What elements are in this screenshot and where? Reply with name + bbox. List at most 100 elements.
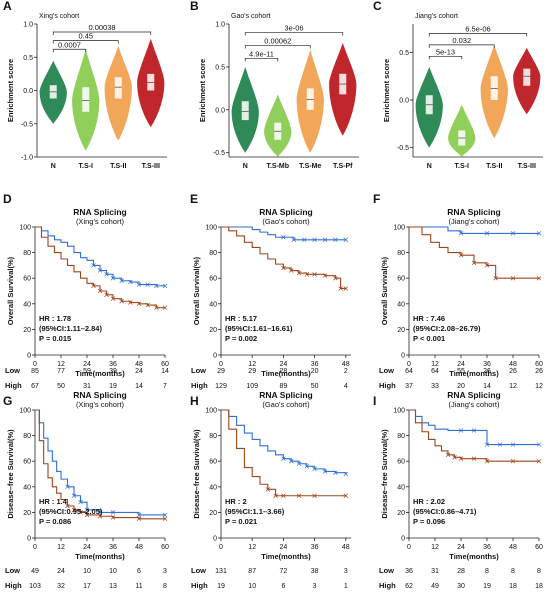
risk-row-label: High xyxy=(379,581,396,590)
x-tick-label: 12 xyxy=(248,544,256,551)
x-tick-label: 24 xyxy=(83,544,91,551)
censor-mark xyxy=(510,275,516,281)
y-tick-label: 40 xyxy=(397,484,405,491)
y-tick-label: 20 xyxy=(23,510,31,517)
y-tick-label: 80 xyxy=(209,433,217,440)
risk-count: 13 xyxy=(109,583,117,590)
y-tick-label: 1.0 xyxy=(23,22,33,29)
y-tick-label: 80 xyxy=(209,250,217,257)
risk-count: 1 xyxy=(344,583,348,590)
risk-count: 30 xyxy=(457,583,465,590)
censor-mark xyxy=(119,298,124,304)
risk-count: 85 xyxy=(31,368,39,375)
censor-mark xyxy=(110,296,116,301)
category-label: T.S-II xyxy=(486,163,502,170)
censor-mark xyxy=(281,234,286,240)
y-tick-label: 0.5 xyxy=(23,55,33,62)
risk-count: 17 xyxy=(83,583,91,590)
y-axis-label: Disease–free Survival(%) xyxy=(6,429,15,519)
km-curve-high xyxy=(221,226,346,289)
x-tick-label: 0 xyxy=(33,361,37,368)
x-tick-label: 12 xyxy=(248,361,256,368)
confidence-interval: (95%CI:2.08–26.79) xyxy=(413,324,481,333)
km-curve-high xyxy=(35,226,165,309)
censor-mark xyxy=(304,272,310,277)
panel-E: E RNA Splicing(Gao's cohort) 0 20 40 60 80 100 0… xyxy=(190,192,351,390)
censor-mark xyxy=(471,428,477,433)
risk-count: 64 xyxy=(405,368,413,375)
comparison-bracket xyxy=(244,32,344,36)
censor-mark xyxy=(312,466,317,472)
chart-subtitle: (Xing's cohort) xyxy=(76,217,125,226)
y-tick-label: 80 xyxy=(397,250,405,257)
censor-mark xyxy=(154,283,159,289)
risk-count: 19 xyxy=(217,583,225,590)
panel-letter: A xyxy=(3,0,12,13)
box-T.S-II xyxy=(490,76,498,100)
risk-count: 14 xyxy=(483,383,491,390)
risk-count: 64 xyxy=(431,368,439,375)
hazard-ratio: HR : 5.17 xyxy=(225,314,257,323)
risk-count: 36 xyxy=(405,568,413,575)
censor-mark xyxy=(510,442,516,447)
y-tick-label: 0 xyxy=(27,536,31,543)
x-tick-label: 24 xyxy=(457,544,465,551)
panel-B: B Gao's cohort -0.5 0.0 0.5 1.0 Enrichment sco… xyxy=(190,0,359,170)
risk-count: 37 xyxy=(405,383,413,390)
confidence-interval: (95%CI:1.61–16.61) xyxy=(225,324,293,333)
y-tick-label: 60 xyxy=(23,276,31,283)
risk-count: 49 xyxy=(31,568,39,575)
hazard-ratio: HR : 2.02 xyxy=(413,497,445,506)
x-tick-label: 60 xyxy=(535,361,543,368)
y-tick-label: 0 xyxy=(27,353,31,360)
censor-mark xyxy=(84,512,90,518)
censor-mark xyxy=(322,273,328,278)
risk-count: 89 xyxy=(280,383,288,390)
y-axis-label: Disease–free Survival(%) xyxy=(380,429,389,519)
risk-count: 8 xyxy=(537,568,541,575)
risk-count: 8 xyxy=(485,568,489,575)
censor-mark xyxy=(536,458,542,464)
censor-mark xyxy=(484,442,490,447)
y-tick-label: 0 xyxy=(213,536,217,543)
y-tick-label: 0.0 xyxy=(215,107,225,114)
panel-letter: B xyxy=(190,0,199,13)
y-tick-label: 0 xyxy=(401,353,405,360)
x-tick-label: 48 xyxy=(135,361,143,368)
x-tick-label: 12 xyxy=(57,361,65,368)
chart-title: RNA Splicing xyxy=(73,207,127,217)
p-value-label: 4.9e-11 xyxy=(249,49,274,58)
y-tick-label: 0.5 xyxy=(399,50,409,57)
confidence-interval: (95%CI:1.11–2.84) xyxy=(39,324,102,333)
x-axis-label: Time(months) xyxy=(449,369,499,378)
censor-mark xyxy=(91,283,96,289)
risk-count: 28 xyxy=(457,568,465,575)
risk-count: 11 xyxy=(135,583,142,590)
y-tick-label: 100 xyxy=(205,225,217,232)
risk-count: 50 xyxy=(57,383,65,390)
x-tick-label: 36 xyxy=(311,361,319,368)
censor-mark xyxy=(145,282,150,287)
chart-subtitle: (Jiang's cohort) xyxy=(448,400,500,409)
risk-count: 129 xyxy=(215,383,227,390)
y-tick-label: 20 xyxy=(23,327,31,334)
censor-mark xyxy=(458,231,464,236)
risk-count: 8 xyxy=(511,568,515,575)
panel-letter: F xyxy=(373,192,380,206)
censor-mark xyxy=(471,260,477,266)
panel-letter: C xyxy=(373,0,382,13)
chart-title: RNA Splicing xyxy=(259,390,313,400)
censor-mark xyxy=(458,428,464,433)
risk-count: 26 xyxy=(509,368,517,375)
x-tick-label: 12 xyxy=(431,361,439,368)
x-tick-label: 60 xyxy=(161,544,169,551)
risk-count: 19 xyxy=(109,383,117,390)
censor-mark xyxy=(136,516,142,522)
censor-mark xyxy=(65,484,70,490)
censor-mark xyxy=(291,237,297,243)
cohort-subtitle: Jiang's cohort xyxy=(415,13,458,20)
comparison-bracket xyxy=(52,40,119,44)
censor-mark xyxy=(65,503,70,509)
p-value-label: 0.00062 xyxy=(264,36,291,45)
censor-mark xyxy=(484,458,490,464)
